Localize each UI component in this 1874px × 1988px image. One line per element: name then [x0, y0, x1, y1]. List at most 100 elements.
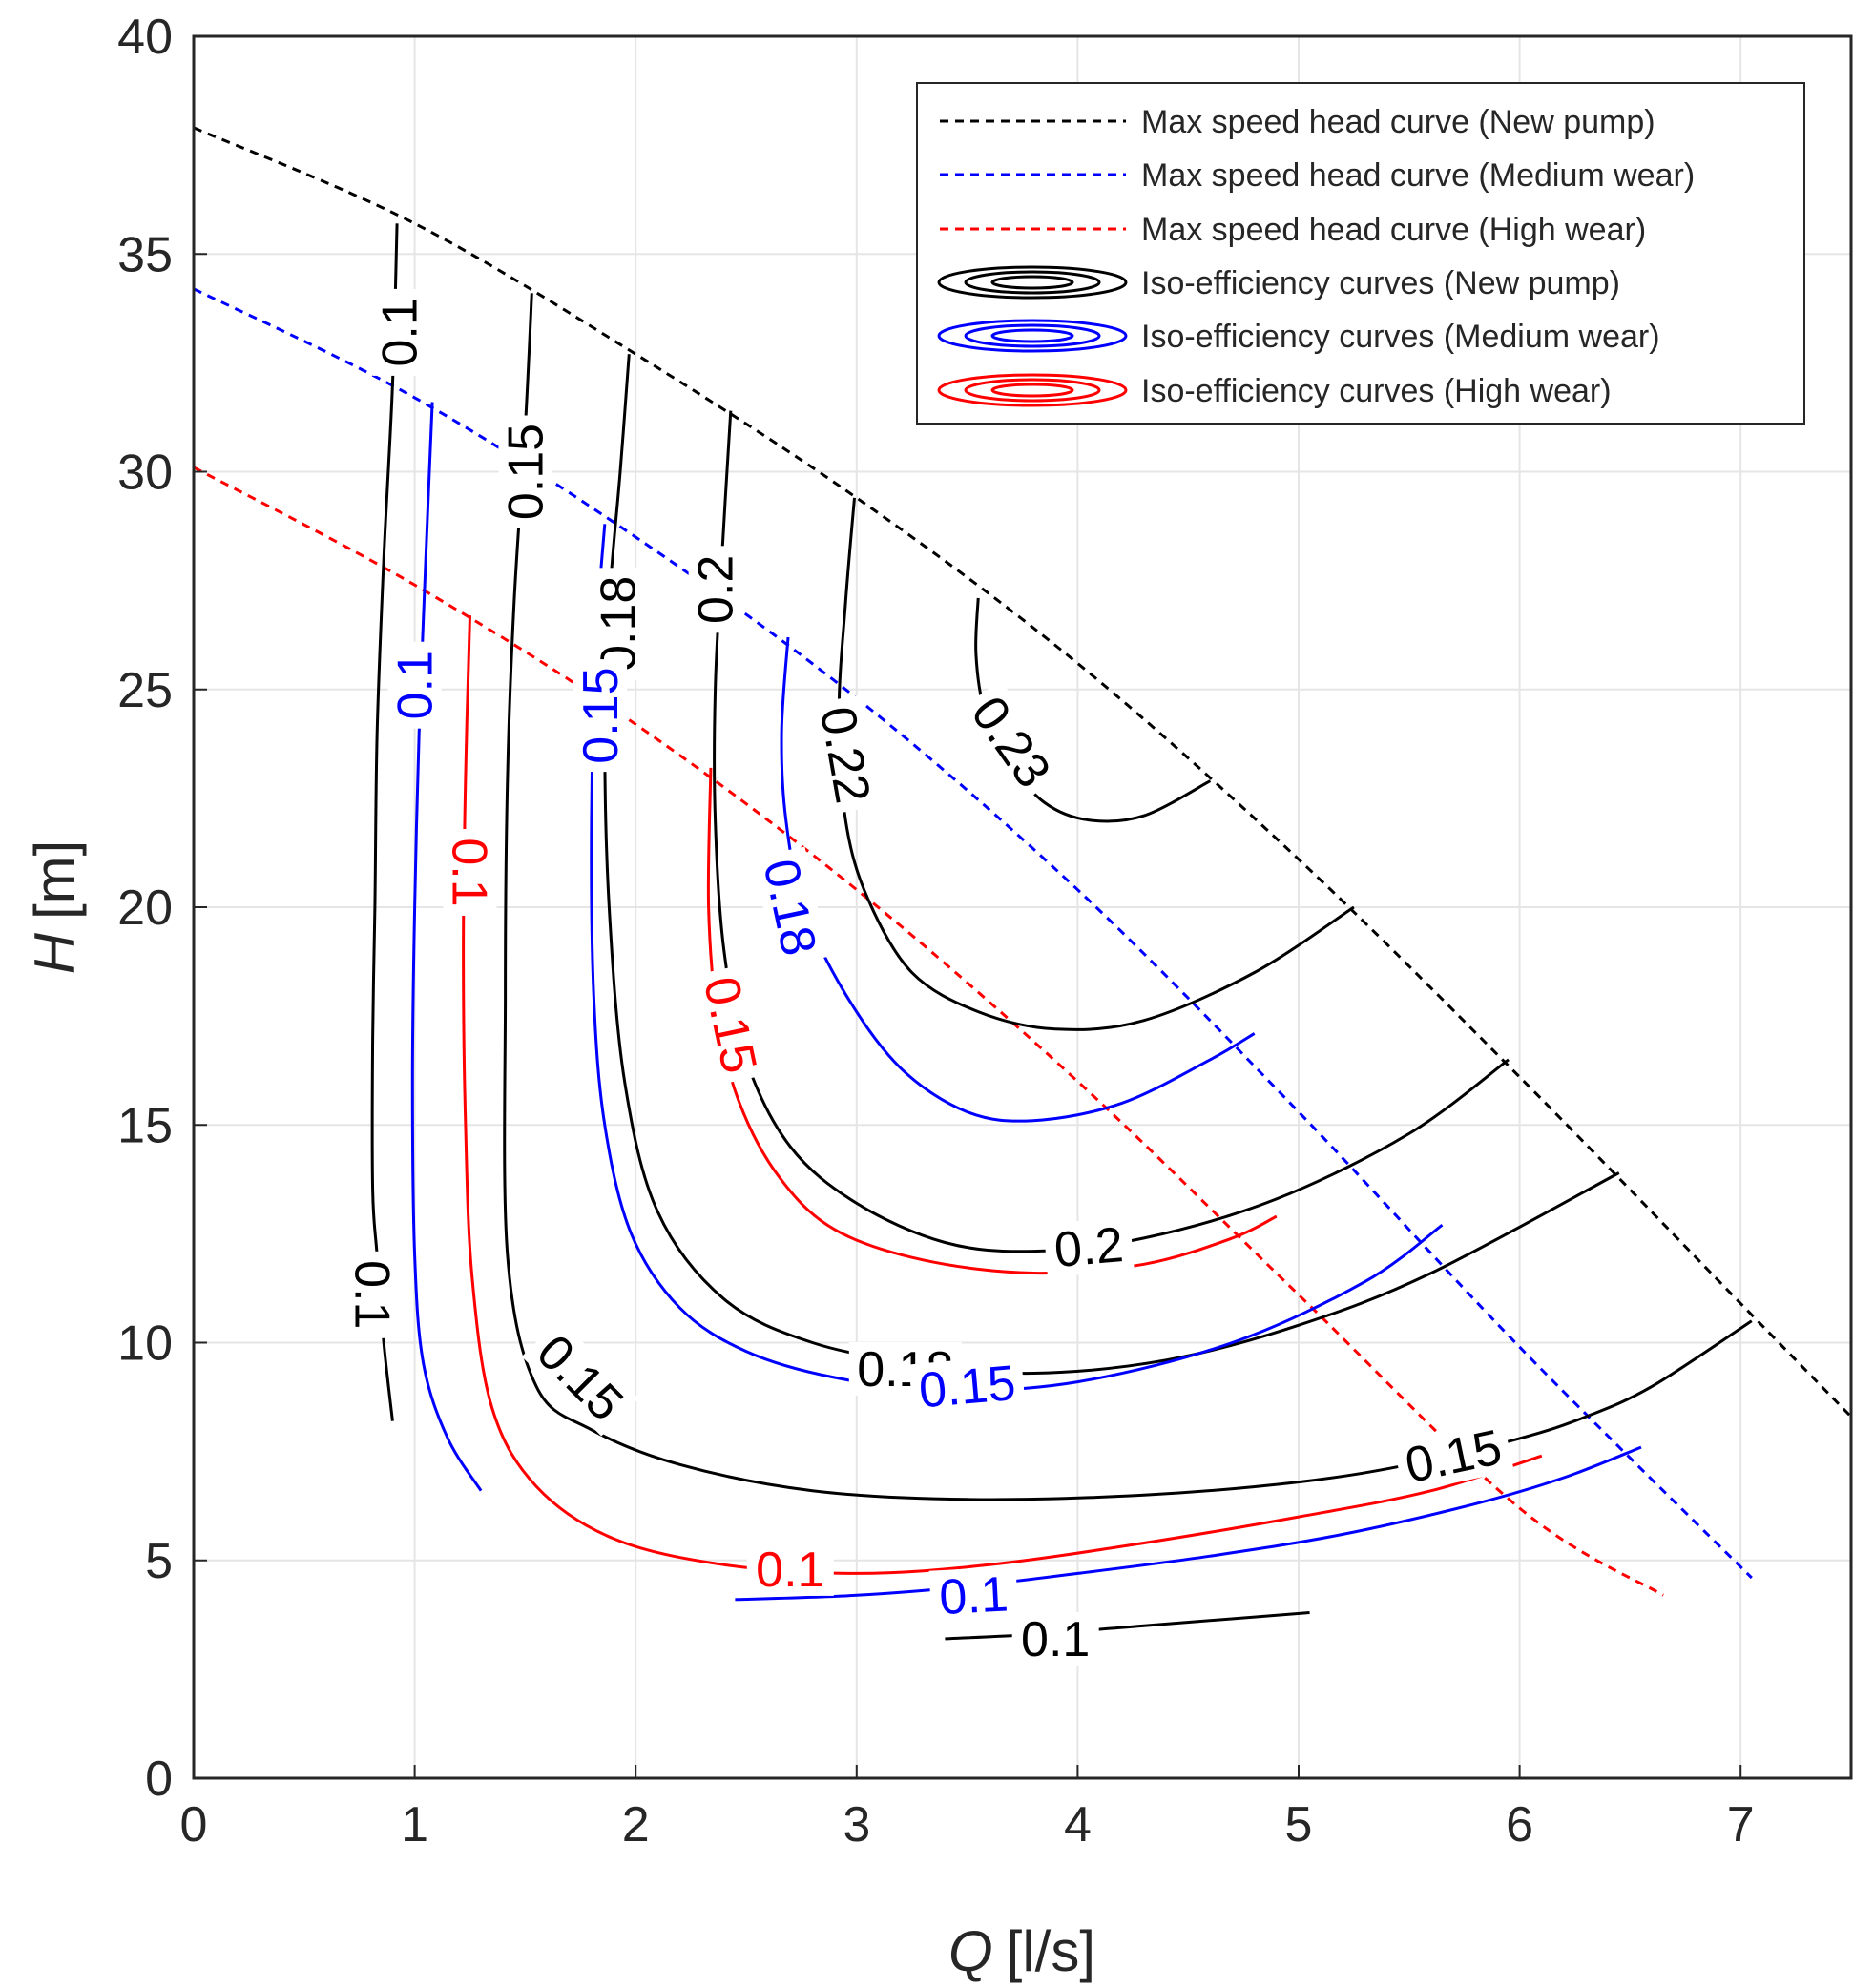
legend: Max speed head curve (New pump) Max speed…	[916, 82, 1805, 425]
x-tick-label: 4	[1064, 1797, 1092, 1853]
legend-swatch-ellipse	[964, 378, 1101, 403]
legend-item: Max speed head curve (High wear)	[940, 212, 1646, 248]
y-tick-label: 15	[117, 1098, 173, 1153]
contour-label-text: 0.1	[756, 1543, 824, 1598]
y-axis-symbol: H	[23, 932, 87, 974]
y-tick-label: 25	[117, 663, 173, 718]
y-tick-label: 30	[117, 445, 173, 501]
contour-label-bg	[1043, 1216, 1135, 1277]
x-axis-symbol: Q	[948, 1919, 993, 1983]
contour-label-text: 0.1	[1021, 1612, 1090, 1667]
contour-label-medium: 0.1	[387, 641, 444, 729]
contour-label-new: 0.15	[498, 415, 553, 528]
contour-label-medium: 0.15	[908, 1355, 1026, 1419]
contour-label-bg	[752, 846, 828, 968]
iso-curve-new	[713, 410, 1510, 1253]
x-axis-ticks: 0 1 2 3 4 5 6 7	[180, 1765, 1755, 1853]
iso-curve-new	[945, 1611, 1310, 1641]
contour-label-text: 0.1	[344, 1260, 400, 1329]
legend-swatch-ellipse	[964, 323, 1101, 348]
contour-label-text: 0.1	[372, 298, 427, 366]
legend-swatch-ellipse	[964, 270, 1101, 295]
legend-item: Iso-efficiency curves (High wear)	[937, 373, 1612, 409]
contour-label-bg	[928, 1565, 1019, 1625]
contour-label-bg	[521, 1318, 639, 1437]
y-axis-ticks: 0 5 10 15 20 25 30 35 40	[117, 10, 207, 1807]
legend-swatch-ellipse	[937, 265, 1128, 300]
contour-label-text: 0.15	[573, 667, 629, 763]
y-tick-label: 5	[145, 1534, 173, 1589]
contour-label-text: 0.18	[592, 576, 647, 673]
contour-label-bg	[746, 1542, 834, 1596]
legend-label: Iso-efficiency curves (Medium wear)	[1141, 319, 1660, 355]
contour-label-bg	[908, 1355, 1026, 1419]
contour-label-medium: 0.15	[573, 659, 629, 773]
x-tick-label: 1	[401, 1797, 428, 1853]
iso-curve-high	[706, 767, 1278, 1275]
y-tick-label: 35	[117, 227, 173, 282]
y-axis-unit: [m]	[23, 840, 87, 920]
iso-curve-medium	[410, 402, 483, 1492]
x-tick-label: 7	[1727, 1797, 1755, 1853]
contour-label-text: 0.1	[938, 1566, 1010, 1626]
iso-curve-high	[462, 615, 1543, 1575]
contour-label-bg	[693, 963, 769, 1086]
contour-label-bg	[809, 694, 883, 816]
y-tick-label: 20	[117, 880, 173, 936]
contour-label-bg	[688, 546, 742, 633]
contour-label-text: 0.2	[689, 555, 744, 624]
contour-label-text: 0.15	[917, 1356, 1018, 1419]
head-curve-medium	[193, 287, 1753, 1580]
iso-curve-new	[837, 497, 1355, 1031]
iso-curve-medium	[590, 524, 1444, 1393]
contour-label-bg	[957, 680, 1066, 803]
contour-label-bg	[573, 659, 628, 773]
legend-label: Iso-efficiency curves (High wear)	[1141, 373, 1612, 409]
contour-label-new: 0.1	[372, 288, 427, 376]
legend-swatch-ellipse	[990, 383, 1074, 398]
contour-label-bg	[591, 568, 645, 681]
contour-label-new: 0.1	[1011, 1611, 1099, 1667]
y-tick-label: 10	[117, 1316, 173, 1372]
contour-label-new: 0.1	[344, 1251, 400, 1338]
legend-items: Max speed head curve (New pump) Max speed…	[937, 104, 1695, 409]
x-tick-label: 2	[622, 1797, 650, 1853]
head-curve-high	[193, 466, 1664, 1597]
contour-label-text: 0.1	[388, 651, 444, 719]
contour-label-new: 0.2	[688, 546, 744, 633]
contour-label-new: 0.2	[1043, 1216, 1135, 1278]
legend-label: Iso-efficiency curves (New pump)	[1141, 265, 1620, 301]
head-curve-new	[193, 126, 1853, 1419]
contour-label-bg	[1011, 1611, 1099, 1666]
contour-label-text: 0.2	[1052, 1217, 1126, 1278]
x-axis-unit: [l/s]	[1007, 1919, 1095, 1983]
contour-label-bg	[498, 415, 552, 528]
iso-curve-medium	[735, 1445, 1642, 1602]
x-tick-label: 3	[843, 1797, 870, 1853]
head-curves	[193, 126, 1853, 1597]
contour-label-bg	[345, 1251, 400, 1338]
y-tick-label: 40	[117, 10, 173, 65]
contour-label-bg	[443, 829, 497, 916]
legend-box	[916, 82, 1805, 425]
legend-swatch-ellipse	[937, 373, 1128, 407]
contour-label-medium: 0.1	[928, 1565, 1019, 1626]
legend-swatch-ellipse	[937, 319, 1128, 353]
x-tick-label: 6	[1506, 1797, 1533, 1853]
x-tick-label: 0	[180, 1797, 208, 1853]
legend-label: Max speed head curve (New pump)	[1141, 104, 1655, 140]
legend-item: Iso-efficiency curves (Medium wear)	[937, 319, 1660, 355]
iso-curve-medium	[780, 636, 1256, 1123]
x-tick-label: 5	[1285, 1797, 1313, 1853]
legend-label: Max speed head curve (Medium wear)	[1141, 157, 1695, 194]
contour-label-new: 0.18	[591, 568, 647, 681]
contour-label-bg	[1392, 1418, 1514, 1494]
legend-item: Max speed head curve (New pump)	[940, 104, 1655, 140]
legend-item: Max speed head curve (Medium wear)	[940, 157, 1695, 194]
y-tick-label: 0	[145, 1751, 173, 1807]
x-axis-label: Q [l/s]	[948, 1919, 1095, 1983]
contour-label-high: 0.1	[746, 1542, 834, 1598]
contour-label-high: 0.1	[442, 829, 497, 916]
y-axis-label: H [m]	[23, 840, 87, 975]
